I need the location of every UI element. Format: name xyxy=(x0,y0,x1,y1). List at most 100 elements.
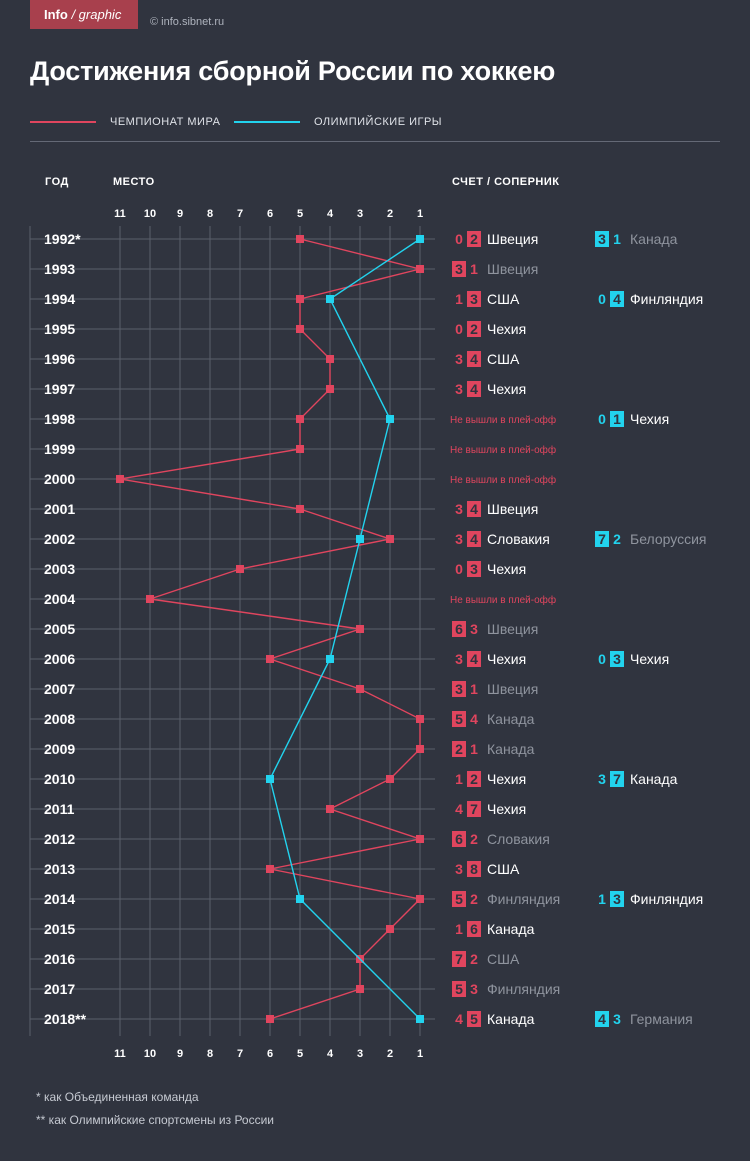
olympics-point xyxy=(386,415,394,423)
olympics-line xyxy=(269,238,421,1020)
world-result-box xyxy=(452,891,466,907)
infographic-badge: Info / graphic xyxy=(30,0,138,29)
world-result-digit: 4 xyxy=(455,801,463,817)
world-result-digit: 3 xyxy=(455,351,463,367)
olympic-result-box xyxy=(610,771,624,787)
world-result-box xyxy=(467,381,481,397)
olympic-result-opponent: Белоруссия xyxy=(630,531,707,547)
world-championship-point xyxy=(326,385,334,393)
legend-line-olympics xyxy=(234,121,300,124)
world-result-box xyxy=(467,531,481,547)
olympic-result-opponent: Финляндия xyxy=(630,891,703,907)
world-championship-point xyxy=(356,985,364,993)
world-result-opponent: США xyxy=(487,951,520,967)
world-result-digit: 5 xyxy=(455,711,463,727)
world-result-digit: 5 xyxy=(470,1011,478,1027)
world-result-opponent: Швеция xyxy=(487,231,538,247)
world-result-box xyxy=(467,771,481,787)
world-result-box xyxy=(452,951,466,967)
year-label: 1993 xyxy=(44,261,75,277)
world-result-opponent: Канада xyxy=(487,741,535,757)
x-tick-label-bottom: 11 xyxy=(114,1048,126,1060)
world-championship-point xyxy=(296,445,304,453)
olympic-result-digit: 2 xyxy=(613,531,621,547)
world-result-digit: 3 xyxy=(470,561,478,577)
world-result-box xyxy=(467,231,481,247)
olympic-result-digit: 1 xyxy=(613,411,621,427)
world-result-digit: 2 xyxy=(470,231,478,247)
world-result-box xyxy=(467,561,481,577)
olympic-result-box xyxy=(610,651,624,667)
badge-info-label: Info xyxy=(44,7,68,22)
world-result-digit: 3 xyxy=(470,981,478,997)
year-label: 2009 xyxy=(44,741,75,757)
world-result-digit: 3 xyxy=(455,261,463,277)
olympics-point xyxy=(416,235,424,243)
x-tick-label-top: 3 xyxy=(357,208,363,220)
year-label: 1992* xyxy=(44,231,81,247)
badge-graphic-label: / graphic xyxy=(71,7,122,22)
world-result-box xyxy=(452,261,466,277)
column-header-score: СЧЕТ / СОПЕРНИК xyxy=(452,176,560,188)
year-label: 2012 xyxy=(44,831,75,847)
world-result-opponent: Канада xyxy=(487,921,535,937)
world-result-opponent: Чехия xyxy=(487,561,526,577)
x-tick-label-bottom: 9 xyxy=(177,1048,183,1060)
world-result-opponent: Чехия xyxy=(487,801,526,817)
olympic-result-opponent: Канада xyxy=(630,231,678,247)
olympic-result-digit: 4 xyxy=(613,291,621,307)
year-label: 1999 xyxy=(44,441,75,457)
world-result-digit: 2 xyxy=(470,321,478,337)
world-result-opponent: Канада xyxy=(487,711,535,727)
world-championship-point xyxy=(326,355,334,363)
world-result-note: Не вышли в плей-офф xyxy=(450,594,556,606)
world-result-digit: 2 xyxy=(470,771,478,787)
x-tick-label-top: 10 xyxy=(144,208,156,220)
olympic-result-digit: 0 xyxy=(598,291,606,307)
world-result-opponent: Швеция xyxy=(487,261,538,277)
world-result-opponent: Швеция xyxy=(487,621,538,637)
world-result-opponent: Финляндия xyxy=(487,891,560,907)
world-result-digit: 4 xyxy=(470,351,478,367)
world-result-digit: 1 xyxy=(470,681,478,697)
olympic-result-opponent: Германия xyxy=(630,1011,693,1027)
world-result-box xyxy=(452,831,466,847)
footnote-unified-team: * как Объединенная команда xyxy=(36,1090,199,1104)
world-result-opponent: Словакия xyxy=(487,531,550,547)
olympic-result-digit: 3 xyxy=(613,891,621,907)
world-championship-point xyxy=(356,685,364,693)
world-championship-point xyxy=(356,625,364,633)
footnote-olympic-athletes: ** как Олимпийские спортсмены из России xyxy=(36,1113,275,1127)
world-result-box xyxy=(467,1011,481,1027)
x-tick-label-bottom: 6 xyxy=(267,1048,273,1060)
world-result-digit: 8 xyxy=(470,861,478,877)
olympic-result-digit: 3 xyxy=(613,651,621,667)
olympics-point xyxy=(296,895,304,903)
page-title: Достижения сборной России по хоккею xyxy=(30,56,556,86)
olympic-result-box xyxy=(595,1011,609,1027)
world-championship-point xyxy=(236,565,244,573)
world-result-digit: 4 xyxy=(470,531,478,547)
olympic-result-digit: 0 xyxy=(598,411,606,427)
olympics-point xyxy=(266,775,274,783)
year-label: 2013 xyxy=(44,861,75,877)
world-championship-point xyxy=(386,925,394,933)
year-label: 2005 xyxy=(44,621,75,637)
world-championship-point xyxy=(266,655,274,663)
world-result-box xyxy=(452,981,466,997)
world-result-box xyxy=(467,861,481,877)
year-label: 1998 xyxy=(44,411,75,427)
olympic-result-digit: 1 xyxy=(613,231,621,247)
world-result-digit: 3 xyxy=(455,681,463,697)
x-tick-label-bottom: 5 xyxy=(297,1048,303,1060)
world-result-box xyxy=(467,801,481,817)
olympic-result-digit: 7 xyxy=(598,531,606,547)
year-label: 2000 xyxy=(44,471,75,487)
world-result-note: Не вышли в плей-офф xyxy=(450,474,556,486)
olympic-result-opponent: Чехия xyxy=(630,651,669,667)
world-result-digit: 0 xyxy=(455,321,463,337)
olympic-result-digit: 3 xyxy=(598,231,606,247)
world-result-box xyxy=(452,621,466,637)
x-tick-label-top: 7 xyxy=(237,208,243,220)
world-result-digit: 4 xyxy=(470,381,478,397)
